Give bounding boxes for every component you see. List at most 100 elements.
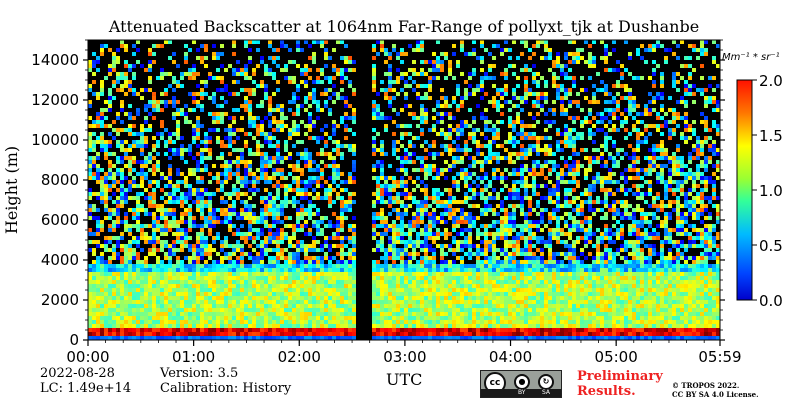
heatmap-cell bbox=[116, 160, 120, 164]
heatmap-cell bbox=[124, 220, 128, 224]
heatmap-cell bbox=[284, 192, 288, 196]
heatmap-cell bbox=[304, 132, 308, 136]
heatmap-cell bbox=[396, 248, 400, 252]
heatmap-cell bbox=[516, 172, 520, 176]
heatmap-cell bbox=[116, 324, 120, 328]
heatmap-cell bbox=[240, 232, 244, 236]
heatmap-cell bbox=[188, 168, 192, 172]
heatmap-cell bbox=[260, 60, 264, 64]
heatmap-cell bbox=[376, 52, 380, 56]
heatmap-cell bbox=[304, 220, 308, 224]
heatmap-cell bbox=[252, 116, 256, 120]
heatmap-cell bbox=[104, 196, 108, 200]
heatmap-cell bbox=[432, 144, 436, 148]
heatmap-cell bbox=[108, 308, 112, 312]
heatmap-cell bbox=[396, 156, 400, 160]
heatmap-cell bbox=[464, 252, 468, 256]
heatmap-cell bbox=[184, 304, 188, 308]
heatmap-cell bbox=[344, 60, 348, 64]
heatmap-cell bbox=[324, 312, 328, 316]
heatmap-cell bbox=[140, 128, 144, 132]
heatmap-cell bbox=[400, 88, 404, 92]
heatmap-cell bbox=[332, 128, 336, 132]
heatmap-cell bbox=[144, 128, 148, 132]
heatmap-cell bbox=[204, 296, 208, 300]
heatmap-cell bbox=[448, 192, 452, 196]
heatmap-cell bbox=[124, 216, 128, 220]
heatmap-cell bbox=[316, 256, 320, 260]
heatmap-cell bbox=[436, 76, 440, 80]
heatmap-cell bbox=[488, 260, 492, 264]
heatmap-cell bbox=[148, 268, 152, 272]
heatmap-cell bbox=[152, 172, 156, 176]
heatmap-cell bbox=[200, 156, 204, 160]
heatmap-cell bbox=[488, 64, 492, 68]
heatmap-cell bbox=[116, 204, 120, 208]
heatmap-cell bbox=[304, 224, 308, 228]
heatmap-cell bbox=[168, 100, 172, 104]
heatmap-cell bbox=[412, 320, 416, 324]
heatmap-cell bbox=[444, 312, 448, 316]
heatmap-cell bbox=[416, 328, 420, 332]
heatmap-cell bbox=[312, 332, 316, 336]
heatmap-cell bbox=[308, 112, 312, 116]
heatmap-cell bbox=[412, 200, 416, 204]
heatmap-cell bbox=[316, 304, 320, 308]
heatmap-cell bbox=[308, 320, 312, 324]
heatmap-cell bbox=[128, 268, 132, 272]
heatmap-cell bbox=[180, 72, 184, 76]
heatmap-cell bbox=[140, 164, 144, 168]
heatmap-cell bbox=[216, 332, 220, 336]
heatmap-cell bbox=[208, 320, 212, 324]
heatmap-cell bbox=[332, 300, 336, 304]
heatmap-cell bbox=[280, 304, 284, 308]
heatmap-cell bbox=[144, 196, 148, 200]
heatmap-cell bbox=[168, 252, 172, 256]
heatmap-cell bbox=[444, 260, 448, 264]
heatmap-cell bbox=[168, 184, 172, 188]
heatmap-cell bbox=[328, 88, 332, 92]
heatmap-cell bbox=[396, 284, 400, 288]
heatmap-cell bbox=[460, 100, 464, 104]
heatmap-cell bbox=[236, 272, 240, 276]
heatmap-cell bbox=[416, 264, 420, 268]
heatmap-cell bbox=[344, 188, 348, 192]
heatmap-cell bbox=[272, 240, 276, 244]
heatmap-cell bbox=[456, 320, 460, 324]
heatmap-cell bbox=[516, 272, 520, 276]
heatmap-cell bbox=[264, 220, 268, 224]
heatmap-cell bbox=[104, 108, 108, 112]
heatmap-cell bbox=[252, 284, 256, 288]
heatmap-cell bbox=[140, 224, 144, 228]
heatmap-cell bbox=[464, 292, 468, 296]
heatmap-cell bbox=[168, 260, 172, 264]
heatmap-cell bbox=[252, 40, 256, 44]
heatmap-cell bbox=[220, 288, 224, 292]
heatmap-cell bbox=[152, 100, 156, 104]
heatmap-cell bbox=[480, 224, 484, 228]
heatmap-cell bbox=[196, 180, 200, 184]
heatmap-cell bbox=[116, 140, 120, 144]
heatmap-cell bbox=[264, 288, 268, 292]
heatmap-cell bbox=[200, 200, 204, 204]
heatmap-cell bbox=[484, 204, 488, 208]
heatmap-cell bbox=[432, 280, 436, 284]
heatmap-cell bbox=[256, 140, 260, 144]
heatmap-cell bbox=[372, 144, 376, 148]
heatmap-cell bbox=[188, 220, 192, 224]
heatmap-cell bbox=[272, 308, 276, 312]
heatmap-cell bbox=[140, 184, 144, 188]
heatmap-cell bbox=[88, 336, 92, 340]
heatmap-cell bbox=[104, 240, 108, 244]
heatmap-cell bbox=[412, 288, 416, 292]
heatmap-cell bbox=[244, 276, 248, 280]
heatmap-cell bbox=[516, 248, 520, 252]
heatmap-cell bbox=[228, 152, 232, 156]
heatmap-cell bbox=[216, 288, 220, 292]
heatmap-cell bbox=[144, 104, 148, 108]
heatmap-cell bbox=[104, 296, 108, 300]
heatmap-cell bbox=[452, 292, 456, 296]
heatmap-cell bbox=[300, 324, 304, 328]
heatmap-cell bbox=[396, 300, 400, 304]
heatmap-cell bbox=[408, 104, 412, 108]
